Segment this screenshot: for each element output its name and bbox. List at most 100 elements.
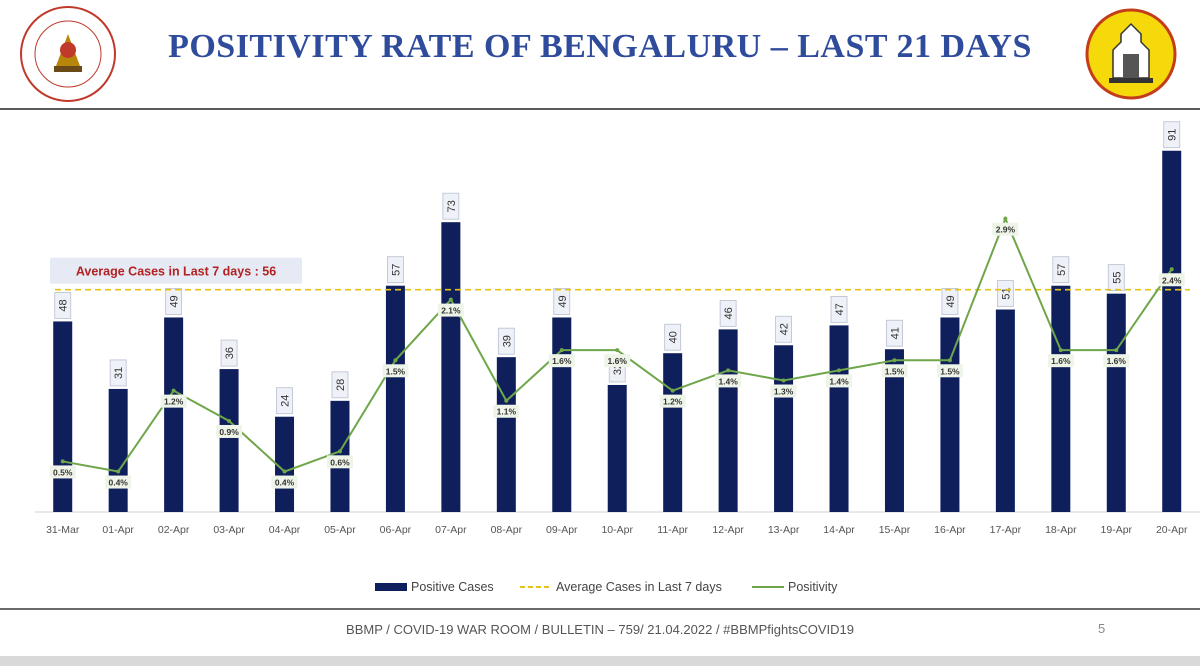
bar-positive-cases	[663, 353, 683, 512]
bar-value-label: 73	[446, 200, 458, 212]
positivity-label-box	[826, 374, 853, 388]
positivity-label-box	[437, 303, 464, 317]
bar-positive-cases	[884, 349, 904, 512]
bar-positive-cases	[829, 325, 849, 512]
positivity-label-box	[105, 475, 132, 489]
x-tick-label: 11-Apr	[657, 524, 688, 536]
positivity-point	[781, 378, 786, 383]
bar-positive-cases	[219, 369, 239, 512]
positivity-label: 2.9%	[996, 225, 1016, 235]
positivity-point	[60, 459, 65, 464]
positivity-point	[1114, 348, 1119, 353]
positivity-label-box	[992, 222, 1019, 236]
positivity-point	[227, 418, 232, 423]
bar-value-label-box	[331, 371, 349, 399]
bar-value-label: 49	[945, 295, 957, 307]
positivity-point	[504, 398, 509, 403]
positivity-label-box	[770, 384, 797, 398]
x-tick-label: 04-Apr	[269, 524, 301, 536]
bar-value-label: 57	[390, 264, 402, 276]
bar-positive-cases	[1162, 150, 1182, 513]
bar-positive-cases	[995, 309, 1015, 512]
bar-value-label: 36	[224, 347, 236, 359]
bar-positive-cases	[1106, 293, 1126, 512]
positivity-point	[726, 368, 731, 373]
bar-value-label-box	[775, 315, 792, 343]
positivity-label: 1.6%	[1051, 356, 1071, 366]
positivity-label-box	[548, 354, 575, 368]
positivity-point	[393, 358, 398, 363]
positivity-point	[1003, 216, 1008, 221]
bar-value-label: 28	[335, 379, 347, 391]
bar-value-label: 40	[668, 331, 680, 343]
positivity-label: 0.9%	[219, 427, 239, 437]
bar-value-label: 55	[1111, 272, 1123, 284]
bar-value-label: 42	[779, 323, 791, 335]
bar-value-label-box	[996, 280, 1014, 307]
positivity-label: 1.5%	[386, 366, 406, 376]
bar-positive-cases	[607, 384, 627, 512]
positivity-label-box	[936, 364, 963, 378]
bar-value-label: 24	[280, 395, 292, 407]
bar-value-label-box	[886, 319, 903, 347]
x-tick-label: 08-Apr	[491, 524, 523, 536]
bar-positive-cases	[1051, 285, 1071, 512]
x-tick-label: 12-Apr	[712, 524, 744, 536]
bar-positive-cases	[718, 329, 738, 512]
positivity-label-box	[881, 364, 908, 378]
positivity-label: 1.6%	[608, 356, 628, 366]
positivity-point	[116, 469, 121, 474]
positivity-point	[670, 388, 675, 393]
x-tick-label: 16-Apr	[934, 524, 966, 536]
positivity-point	[282, 469, 287, 474]
positivity-label: 1.3%	[774, 387, 794, 397]
positivity-label-box	[49, 465, 76, 479]
bar-positive-cases	[940, 317, 960, 512]
positivity-label: 1.5%	[940, 366, 960, 376]
legend-label-positive-cases: Positive Cases	[411, 580, 494, 594]
positivity-label-box	[1158, 273, 1185, 287]
x-tick-label: 09-Apr	[546, 524, 578, 536]
karnataka-emblem-logo	[20, 6, 116, 102]
positivity-label: 1.2%	[164, 397, 184, 407]
x-tick-label: 07-Apr	[435, 524, 467, 536]
positivity-label-box	[271, 475, 298, 489]
bar-positive-cases	[774, 345, 794, 512]
positivity-label-box	[216, 424, 243, 438]
page-title: POSITIVITY RATE OF BENGALURU – LAST 21 D…	[168, 28, 1032, 65]
positivity-label: 0.4%	[108, 478, 128, 488]
positivity-label: 1.6%	[1107, 356, 1127, 366]
positivity-label: 1.4%	[829, 376, 849, 386]
bar-positive-cases	[552, 317, 572, 512]
positivity-label: 0.6%	[330, 457, 350, 467]
x-tick-label: 03-Apr	[213, 524, 245, 536]
bar-value-label: 39	[501, 335, 513, 347]
positivity-point	[892, 358, 897, 363]
x-tick-label: 17-Apr	[990, 524, 1022, 536]
positivity-label-box	[659, 394, 686, 408]
bar-value-label-box	[109, 359, 127, 387]
x-tick-label: 13-Apr	[768, 524, 800, 536]
positivity-point	[1169, 267, 1174, 272]
positivity-point	[448, 297, 453, 302]
bar-value-label-box	[719, 299, 737, 327]
bar-value-label: 47	[834, 303, 846, 315]
bar-value-label-box	[387, 256, 404, 284]
x-tick-label: 31-Mar	[46, 524, 80, 536]
x-tick-label: 20-Apr	[1156, 524, 1188, 536]
footer-bulletin: BBMP / COVID-19 WAR ROOM / BULLETIN – 75…	[346, 622, 854, 637]
positivity-label: 1.4%	[718, 376, 738, 386]
positivity-label: 0.4%	[275, 478, 295, 488]
positivity-label-box	[382, 364, 409, 378]
positivity-label-box	[326, 455, 353, 469]
x-tick-label: 10-Apr	[601, 524, 633, 536]
legend-swatch-positive-cases	[375, 583, 407, 591]
page-number: 5	[1098, 621, 1106, 636]
bbmp-logo	[1085, 8, 1177, 100]
positivity-point	[615, 348, 620, 353]
bar-value-label: 46	[723, 307, 735, 319]
bar-positive-cases	[53, 321, 73, 512]
x-tick-label: 06-Apr	[380, 524, 412, 536]
positivity-label: 2.1%	[441, 306, 461, 316]
bar-value-label-box	[276, 387, 293, 415]
